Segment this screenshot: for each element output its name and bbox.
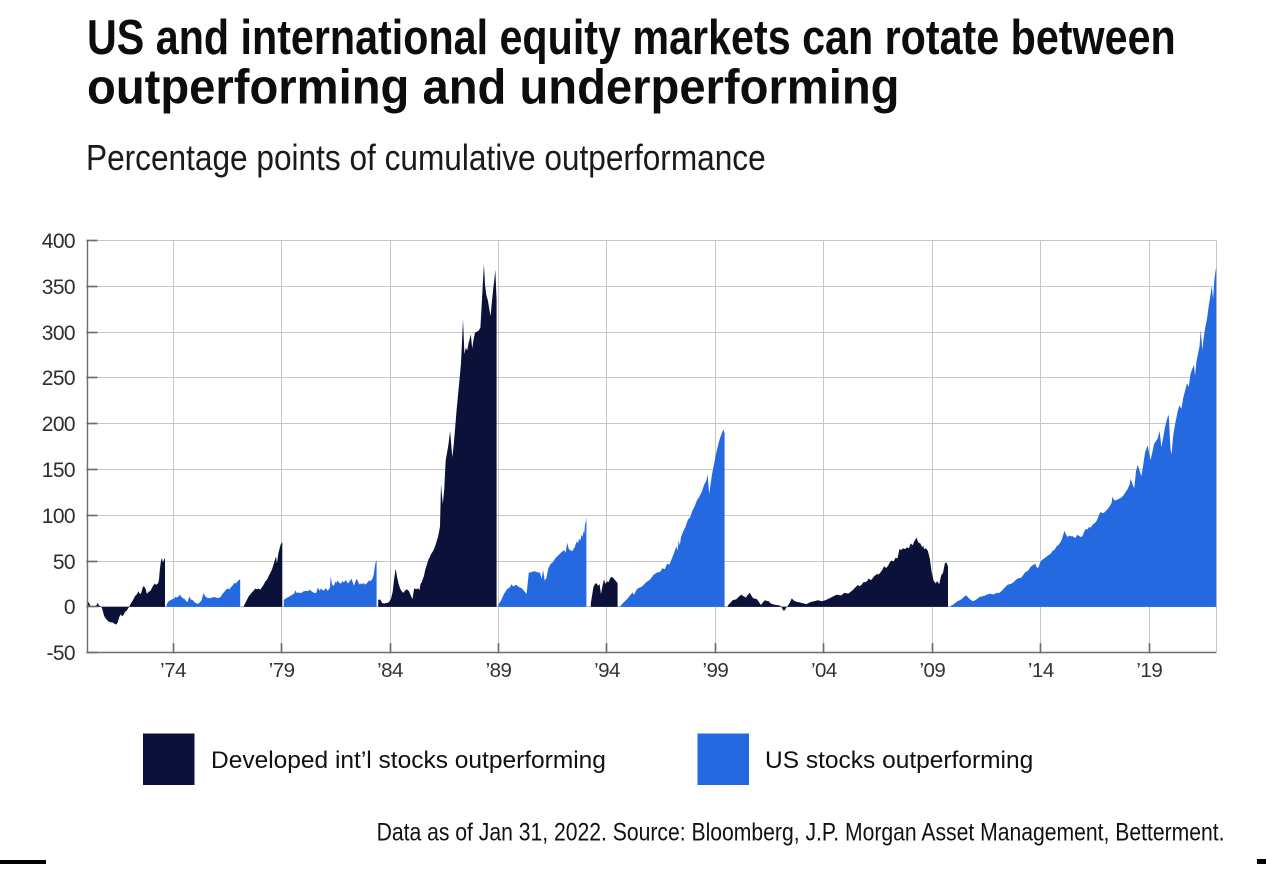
svg-text:-50: -50: [46, 642, 75, 665]
svg-text:100: 100: [42, 505, 75, 528]
svg-text:350: 350: [42, 276, 75, 299]
svg-text:150: 150: [42, 459, 75, 482]
svg-text:’04: ’04: [811, 659, 837, 682]
svg-text:’14: ’14: [1028, 659, 1054, 682]
svg-text:outperforming and underperform: outperforming and underperforming: [87, 60, 900, 115]
svg-text:’89: ’89: [486, 659, 512, 682]
svg-text:’74: ’74: [160, 659, 186, 682]
svg-text:’94: ’94: [594, 659, 620, 682]
svg-text:US stocks outperforming: US stocks outperforming: [765, 747, 1033, 774]
svg-text:’09: ’09: [919, 659, 945, 682]
svg-text:’79: ’79: [269, 659, 295, 682]
svg-text:200: 200: [42, 413, 75, 436]
svg-text:300: 300: [42, 322, 75, 345]
svg-text:Percentage points of cumulativ: Percentage points of cumulative outperfo…: [86, 138, 766, 178]
svg-text:50: 50: [53, 551, 75, 574]
svg-text:’99: ’99: [702, 659, 728, 682]
svg-text:Data as of Jan 31, 2022. Sourc: Data as of Jan 31, 2022. Source: Bloombe…: [377, 818, 1225, 846]
svg-text:’84: ’84: [377, 659, 403, 682]
svg-text:US and international equity ma: US and international equity markets can …: [87, 10, 1176, 65]
svg-text:’19: ’19: [1136, 659, 1162, 682]
svg-text:250: 250: [42, 367, 75, 390]
svg-text:Developed int’l stocks outperf: Developed int’l stocks outperforming: [211, 747, 606, 774]
svg-text:400: 400: [42, 230, 75, 253]
svg-text:0: 0: [64, 596, 75, 619]
